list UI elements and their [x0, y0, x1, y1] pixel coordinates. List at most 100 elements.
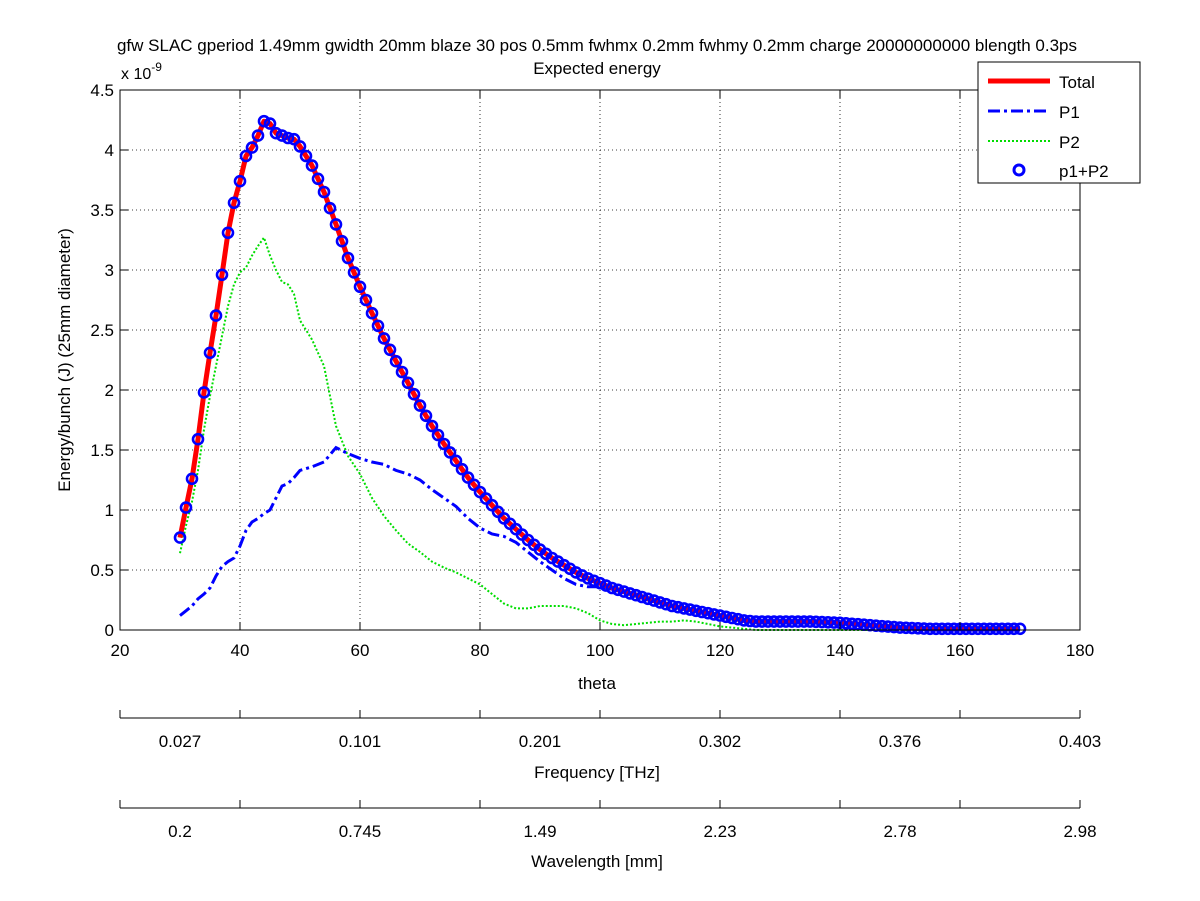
marker-p1p2 — [719, 610, 733, 624]
legend-swatch-p1p2 — [1012, 163, 1026, 177]
marker-p1p2 — [983, 622, 997, 636]
marker-p1p2 — [251, 129, 265, 142]
marker-p1p2 — [731, 612, 745, 626]
marker-p1p2 — [785, 615, 799, 628]
x-tick-label: 120 — [706, 641, 734, 660]
y-tick-label: 1.5 — [90, 441, 114, 460]
y-tick-label: 4 — [105, 141, 114, 160]
y-tick-label: 0.5 — [90, 561, 114, 580]
marker-p1p2 — [821, 615, 835, 629]
y-tick-label: 0 — [105, 621, 114, 640]
x-tick-label: 20 — [111, 641, 130, 660]
frequency-tick-label: 0.201 — [519, 732, 562, 751]
marker-p1p2 — [971, 622, 985, 636]
chart-title-line2: Expected energy — [533, 59, 661, 78]
marker-p1p2 — [755, 615, 769, 628]
x-tick-label: 80 — [471, 641, 490, 660]
marker-p1p2 — [215, 268, 229, 282]
frequency-axis-label: Frequency [THz] — [534, 763, 660, 782]
marker-p1p2 — [977, 622, 991, 636]
marker-p1p2 — [899, 621, 913, 635]
marker-p1p2 — [461, 471, 475, 484]
marker-p1p2 — [209, 309, 223, 322]
legend-label-p1p2: p1+P2 — [1059, 162, 1109, 181]
marker-p1p2 — [797, 615, 811, 628]
marker-p1p2 — [1001, 622, 1015, 636]
marker-p1p2 — [305, 159, 319, 172]
marker-p1p2 — [365, 306, 379, 320]
marker-p1p2 — [407, 387, 421, 401]
marker-p1p2 — [803, 615, 817, 628]
marker-p1p2 — [707, 608, 721, 621]
marker-p1p2 — [587, 574, 601, 588]
marker-p1p2 — [917, 622, 931, 635]
marker-p1p2 — [725, 611, 739, 625]
y-exponent-label: x 10-9 — [121, 60, 162, 83]
x-tick-label: 60 — [351, 641, 370, 660]
marker-p1p2 — [413, 399, 427, 412]
marker-p1p2 — [677, 602, 691, 615]
marker-p1p2 — [617, 585, 631, 598]
marker-p1p2 — [947, 622, 961, 636]
marker-p1p2 — [623, 587, 637, 600]
marker-p1p2 — [383, 343, 397, 357]
marker-p1p2 — [923, 622, 937, 636]
marker-p1p2 — [269, 126, 283, 140]
marker-p1p2 — [329, 218, 343, 231]
marker-p1p2 — [359, 293, 373, 307]
wavelength-tick-label: 2.78 — [883, 822, 916, 841]
marker-p1p2 — [659, 597, 673, 611]
marker-p1p2 — [287, 132, 301, 146]
marker-p1p2 — [965, 622, 979, 636]
marker-p1p2 — [239, 149, 253, 163]
marker-p1p2 — [599, 579, 613, 592]
marker-p1p2 — [695, 605, 709, 619]
y-exponent-power: -9 — [151, 60, 162, 74]
grid-lines — [120, 90, 1080, 630]
series-line-p2 — [179, 235, 1020, 631]
x-tick-label: 180 — [1066, 641, 1094, 660]
marker-p1p2 — [779, 615, 793, 628]
marker-p1p2 — [185, 472, 199, 486]
marker-p1p2 — [353, 280, 367, 294]
frequency-tick-label: 0.302 — [699, 732, 742, 751]
marker-p1p2 — [401, 376, 415, 390]
marker-p1p2 — [683, 603, 697, 616]
marker-p1p2 — [671, 600, 685, 614]
marker-p1p2 — [935, 622, 949, 636]
marker-p1p2 — [245, 141, 259, 154]
marker-p1p2 — [581, 572, 595, 585]
marker-p1p2 — [263, 117, 277, 130]
x-axis-ticks: 20 40 60 80 100 120 140 160 180 — [111, 90, 1094, 660]
wavelength-tick-label: 1.49 — [523, 822, 556, 841]
marker-p1p2 — [851, 617, 865, 631]
marker-p1p2 — [467, 478, 481, 492]
chart-title-line1: gfw SLAC gperiod 1.49mm gwidth 20mm blaz… — [117, 36, 1077, 55]
marker-p1p2 — [419, 409, 433, 423]
marker-p1p2 — [371, 319, 385, 333]
y-tick-label: 1 — [105, 501, 114, 520]
marker-p1p2 — [1007, 622, 1021, 636]
marker-p1p2 — [749, 615, 763, 628]
marker-p1p2 — [743, 614, 757, 628]
marker-p1p2 — [647, 594, 661, 607]
marker-p1p2 — [197, 386, 211, 399]
marker-p1p2 — [605, 581, 619, 595]
marker-p1p2 — [173, 531, 187, 544]
legend: Total P1 P2 p1+P2 — [977, 61, 1141, 184]
marker-p1p2 — [257, 114, 271, 128]
marker-p1p2 — [377, 332, 391, 345]
marker-p1p2 — [299, 149, 313, 163]
marker-p1p2 — [593, 576, 607, 590]
frequency-tick-label: 0.376 — [879, 732, 922, 751]
marker-p1p2 — [815, 615, 829, 629]
marker-p1p2 — [839, 616, 853, 630]
marker-p1p2 — [905, 621, 919, 635]
series-layer — [173, 114, 1027, 636]
x-tick-label: 140 — [826, 641, 854, 660]
wavelength-tick-label: 2.98 — [1063, 822, 1096, 841]
marker-p1p2 — [653, 596, 667, 609]
marker-p1p2 — [317, 185, 331, 199]
marker-p1p2 — [791, 615, 805, 628]
